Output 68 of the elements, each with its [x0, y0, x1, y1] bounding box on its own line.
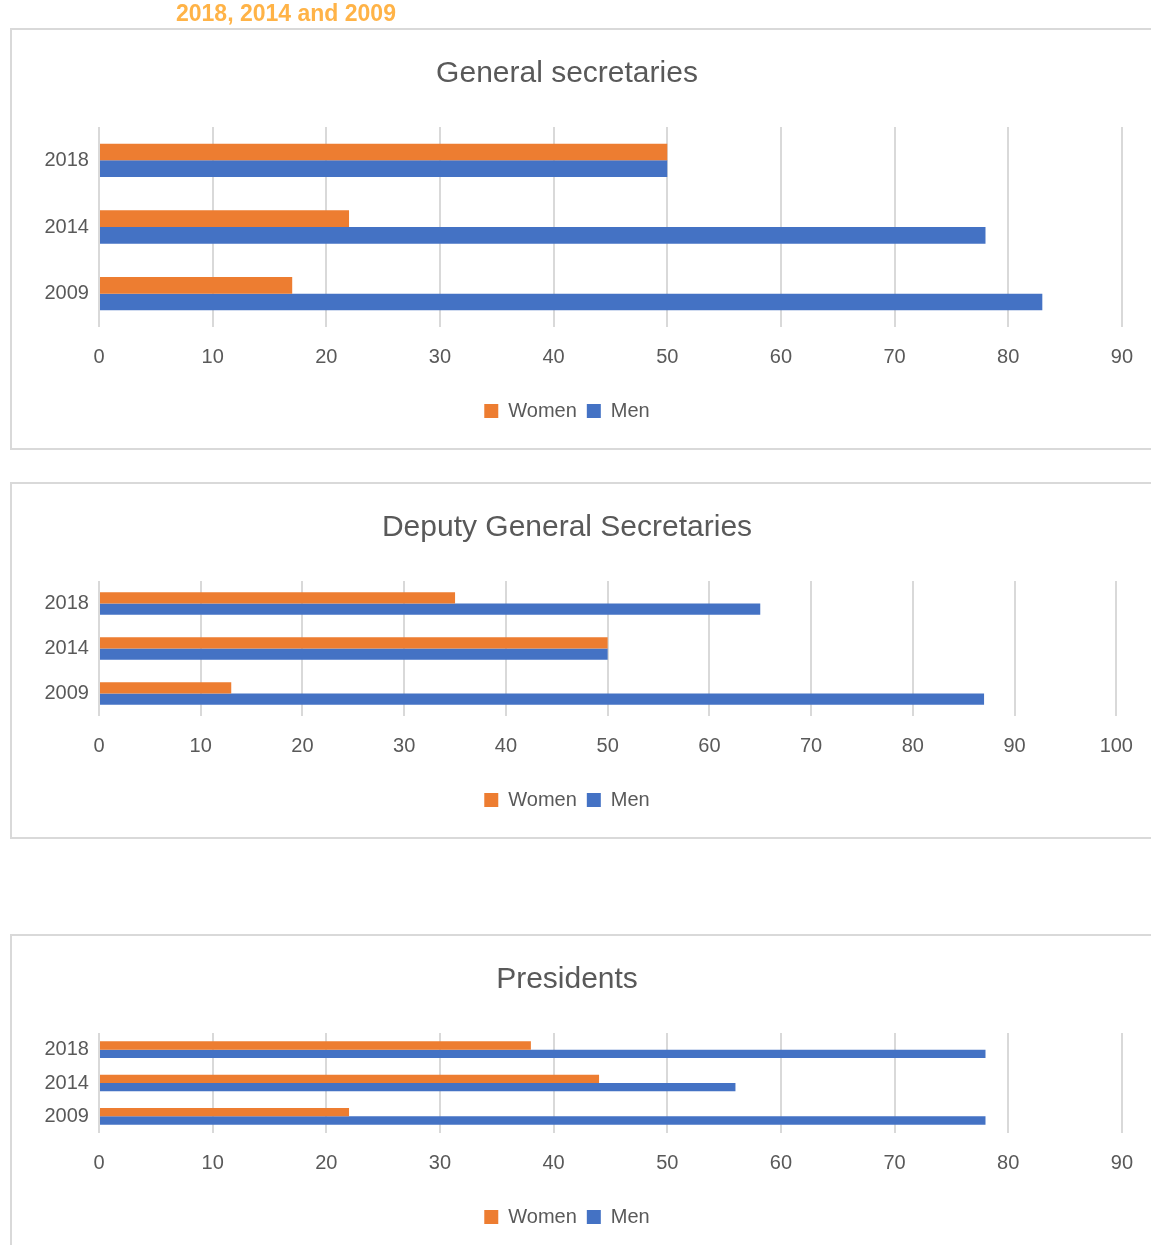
chart-title: Presidents [496, 961, 638, 995]
legend-label: Women [508, 1204, 577, 1227]
x-tick-label: 50 [596, 733, 619, 756]
x-tick-label: 0 [93, 1150, 105, 1173]
chart-title: Deputy General Secretaries [381, 509, 753, 543]
x-tick-label: 40 [542, 344, 565, 367]
x-tick-label: 40 [494, 733, 518, 756]
x-tick-label: 90 [1110, 1150, 1133, 1173]
y-tick-label: 2009 [44, 1103, 89, 1126]
x-tick-label: 10 [201, 1150, 224, 1173]
bar [100, 592, 456, 604]
bar [100, 1041, 531, 1050]
x-tick-label: 80 [997, 344, 1020, 367]
y-tick-label: 2018 [44, 147, 89, 170]
x-tick-label: 50 [656, 344, 679, 367]
x-tick-label: 80 [901, 733, 924, 756]
x-tick-label: 70 [883, 344, 906, 367]
bar [100, 210, 350, 227]
x-tick-label: 70 [800, 733, 823, 756]
legend-label: Men [610, 787, 650, 810]
x-tick-label: 20 [291, 733, 314, 756]
bar [100, 682, 232, 694]
y-tick-label: 2018 [44, 591, 89, 614]
legend-label: Women [508, 787, 577, 810]
bar [100, 603, 761, 615]
x-tick-label: 100 [1099, 733, 1133, 756]
x-tick-label: 30 [428, 344, 452, 367]
x-tick-label: 30 [393, 733, 416, 756]
chart-title: General secretaries [436, 55, 698, 89]
bar [100, 1108, 350, 1117]
y-tick-label: 2014 [44, 214, 89, 237]
x-tick-label: 60 [769, 344, 793, 367]
bar [100, 293, 1043, 311]
legend-label: Men [610, 1204, 650, 1227]
x-tick-label: 50 [656, 1150, 679, 1173]
x-tick-label: 30 [428, 1150, 452, 1173]
x-tick-label: 60 [698, 733, 721, 756]
y-tick-label: 2014 [44, 636, 89, 659]
bar [100, 143, 668, 161]
bar [100, 277, 293, 294]
bar [100, 1049, 986, 1058]
x-tick-label: 10 [201, 344, 224, 367]
y-tick-label: 2009 [44, 681, 89, 704]
bar [100, 1116, 986, 1125]
bar [100, 160, 668, 177]
bar [100, 1074, 600, 1083]
x-tick-label: 10 [189, 733, 212, 756]
bar [100, 693, 985, 705]
x-tick-label: 40 [542, 1150, 565, 1173]
legend-label: Women [508, 398, 577, 421]
x-tick-label: 20 [315, 344, 338, 367]
y-tick-label: 2014 [44, 1070, 89, 1093]
x-tick-label: 90 [1110, 344, 1133, 367]
x-tick-label: 70 [883, 1150, 906, 1173]
x-tick-label: 90 [1003, 733, 1026, 756]
x-tick-label: 20 [315, 1150, 338, 1173]
text: 2018, 2014 and 2009 [176, 0, 396, 26]
x-tick-label: 0 [93, 733, 105, 756]
x-tick-label: 80 [997, 1150, 1020, 1173]
bar [100, 227, 986, 244]
y-tick-label: 2018 [44, 1037, 89, 1060]
bar [100, 637, 608, 649]
legend-label: Men [610, 398, 650, 421]
x-tick-label: 60 [769, 1150, 793, 1173]
bar [100, 648, 608, 660]
bar [100, 1083, 736, 1092]
y-tick-label: 2009 [44, 281, 89, 304]
x-tick-label: 0 [93, 344, 105, 367]
